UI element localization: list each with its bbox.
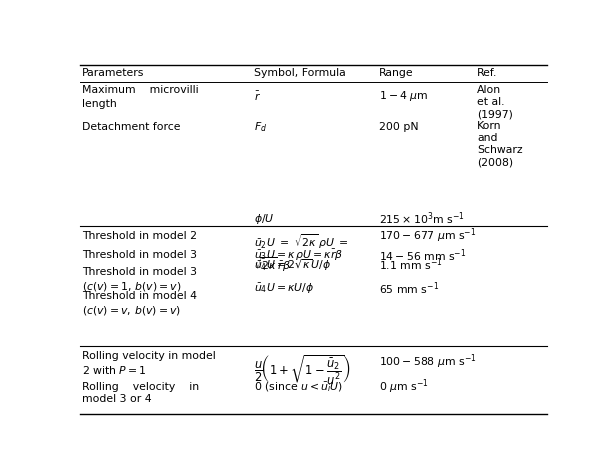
Text: $0\ \mu$m s$^{-1}$: $0\ \mu$m s$^{-1}$ xyxy=(379,377,429,396)
Text: $\bar{u}_3 U = \kappa\,\rho U = \kappa\bar{r}\beta$: $\bar{u}_3 U = \kappa\,\rho U = \kappa\b… xyxy=(255,248,344,263)
Text: $1.1$ mm s$^{-1}$: $1.1$ mm s$^{-1}$ xyxy=(379,256,442,273)
Text: $F_d$: $F_d$ xyxy=(255,120,267,134)
Text: Ref.: Ref. xyxy=(477,68,498,78)
Text: $\dfrac{u}{2}\!\left(1 + \sqrt{1 - \dfrac{\bar{u}_2}{u^2}}\right)$: $\dfrac{u}{2}\!\left(1 + \sqrt{1 - \dfra… xyxy=(255,353,351,387)
Text: Maximum    microvilli
length: Maximum microvilli length xyxy=(82,85,199,109)
Text: Alon
et al.
(1997)
Korn
and
Schwarz
(2008): Alon et al. (1997) Korn and Schwarz (200… xyxy=(477,85,523,167)
Text: Threshold in model 2: Threshold in model 2 xyxy=(82,231,197,241)
Text: 200 pN: 200 pN xyxy=(379,122,419,132)
Text: Parameters: Parameters xyxy=(82,68,144,78)
Text: $\bar{u}_4 U = \kappa U/\phi$: $\bar{u}_4 U = \kappa U/\phi$ xyxy=(255,282,315,296)
Text: Rolling velocity in model
2 with $P = 1$: Rolling velocity in model 2 with $P = 1$ xyxy=(82,351,216,376)
Text: Rolling    velocity    in
model 3 or 4: Rolling velocity in model 3 or 4 xyxy=(82,382,200,404)
Text: Threshold in model 3
$(c(v) = 1,\, b(v) = v)$: Threshold in model 3 $(c(v) = 1,\, b(v) … xyxy=(82,267,197,293)
Text: Range: Range xyxy=(379,68,414,78)
Text: $215 \times 10^{3}$m s$^{-1}$: $215 \times 10^{3}$m s$^{-1}$ xyxy=(379,210,465,227)
Text: $\phi/U$: $\phi/U$ xyxy=(255,212,275,226)
Text: Detachment force: Detachment force xyxy=(82,122,181,132)
Text: $\bar{u}_4 U = 2\sqrt{\kappa}U/\phi$: $\bar{u}_4 U = 2\sqrt{\kappa}U/\phi$ xyxy=(255,257,331,273)
Text: $1 - 4\ \mu$m: $1 - 4\ \mu$m xyxy=(379,89,428,103)
Text: $14 - 56$ mm s$^{-1}$: $14 - 56$ mm s$^{-1}$ xyxy=(379,247,466,264)
Text: Threshold in model 3: Threshold in model 3 xyxy=(82,250,197,260)
Text: $\bar{u}_2 U\ =\ \sqrt{2\kappa}\,\rho U\ =$
$\sqrt{2\kappa}\,\bar{r}\beta$: $\bar{u}_2 U\ =\ \sqrt{2\kappa}\,\rho U\… xyxy=(255,233,349,274)
Text: $\bar{r}$: $\bar{r}$ xyxy=(255,90,261,102)
Text: Threshold in model 4
$(c(v) = v,\, b(v) = v)$: Threshold in model 4 $(c(v) = v,\, b(v) … xyxy=(82,291,197,317)
Text: $0$ (since $u < \bar{u}_i U$): $0$ (since $u < \bar{u}_i U$) xyxy=(255,380,343,394)
Text: $65$ mm s$^{-1}$: $65$ mm s$^{-1}$ xyxy=(379,281,439,297)
Text: $100 - 588\ \mu$m s$^{-1}$: $100 - 588\ \mu$m s$^{-1}$ xyxy=(379,353,477,371)
Text: Symbol, Formula: Symbol, Formula xyxy=(255,68,346,78)
Text: $170 - 677\ \mu$m s$^{-1}$: $170 - 677\ \mu$m s$^{-1}$ xyxy=(379,227,477,245)
